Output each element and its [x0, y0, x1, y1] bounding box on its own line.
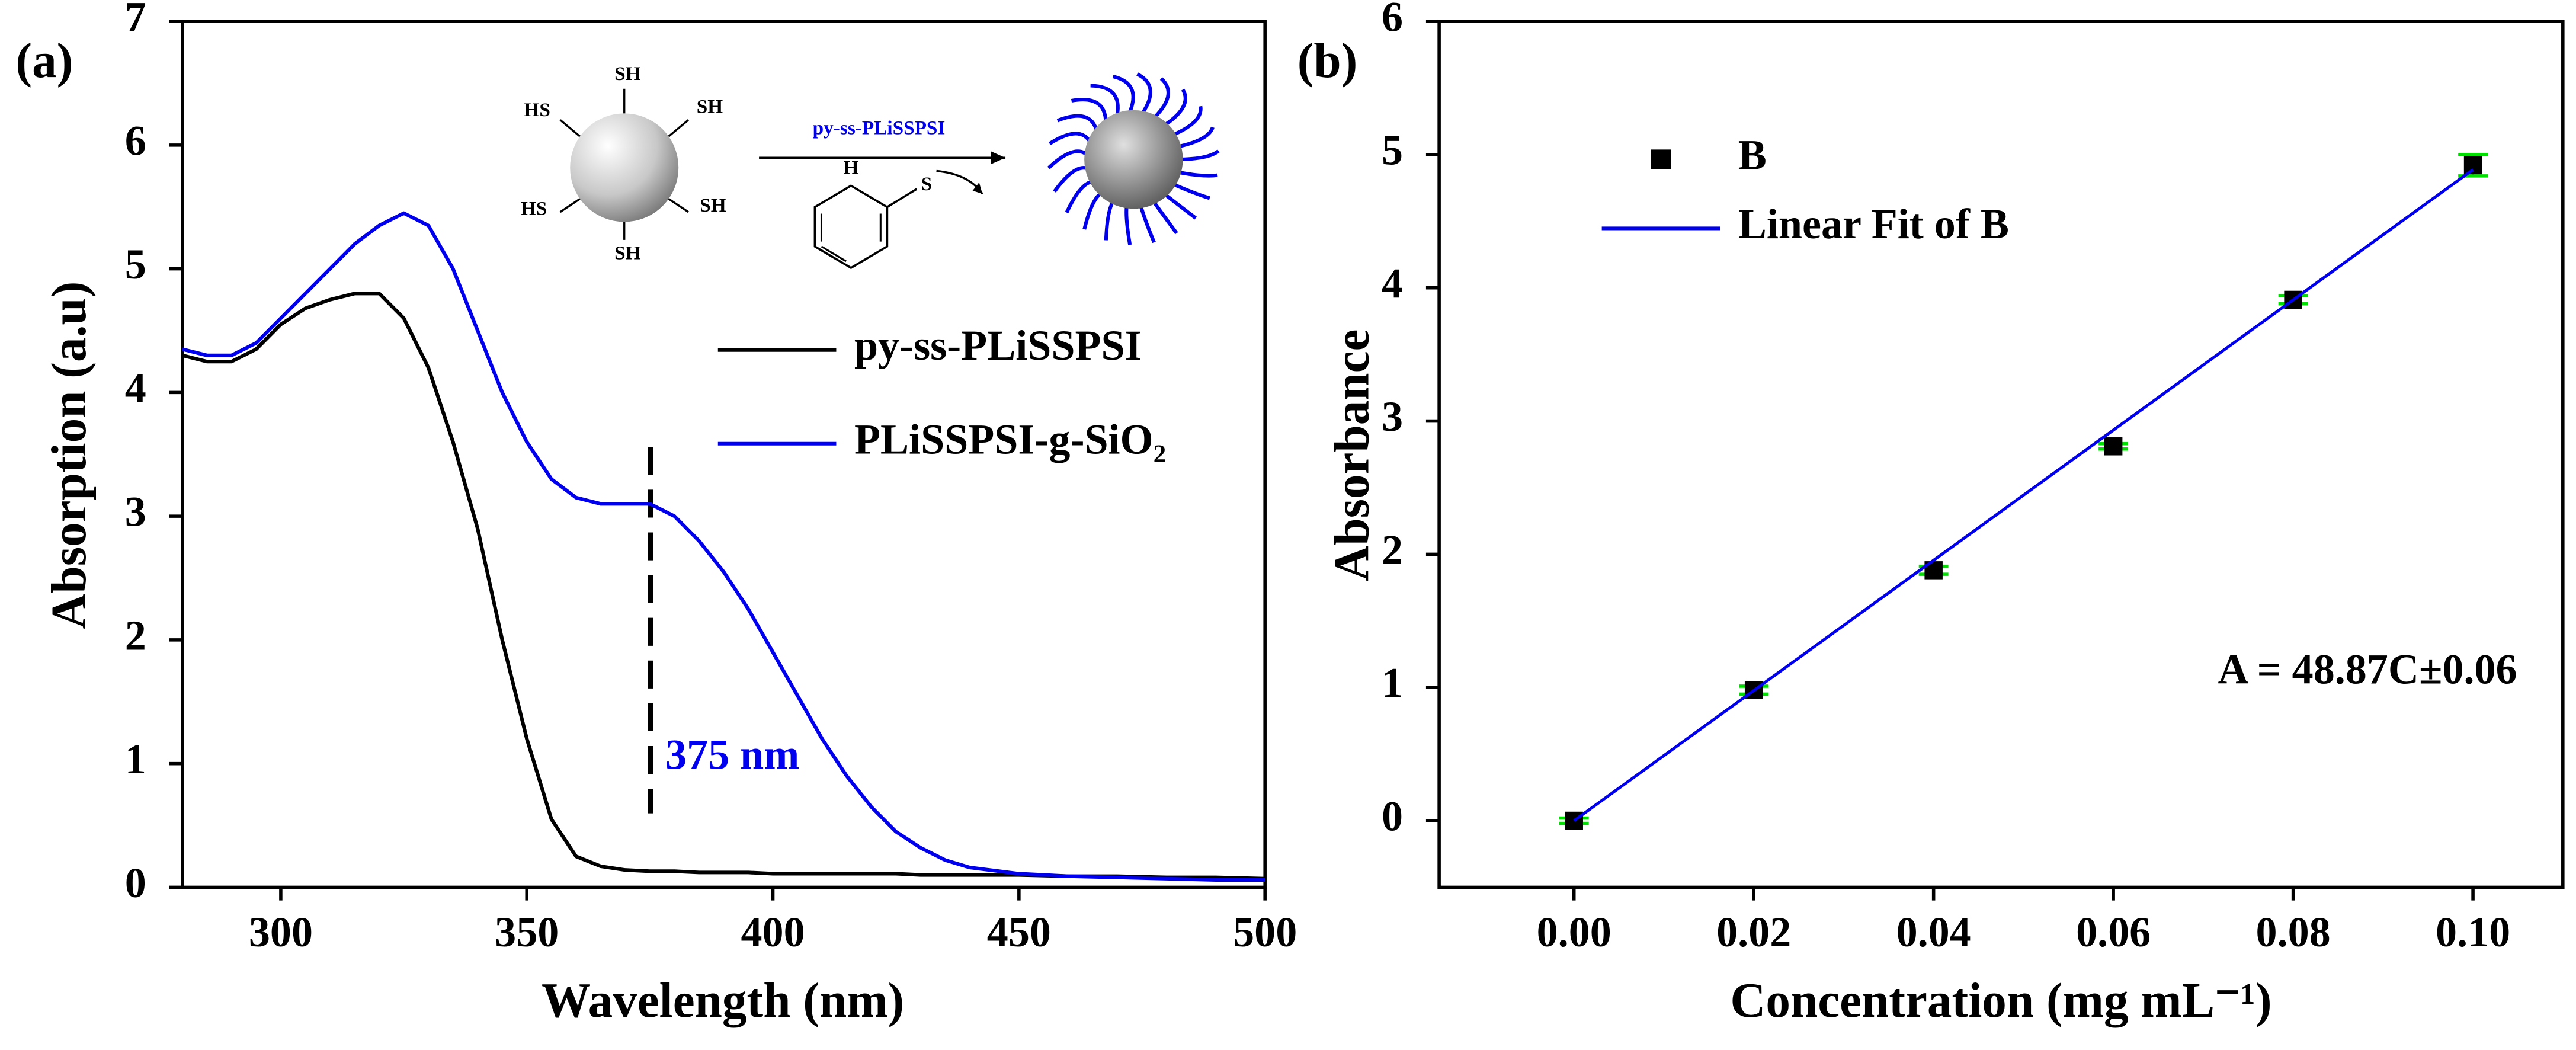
- data-point: [2463, 156, 2482, 175]
- y-tick-label: 6: [1382, 0, 1403, 41]
- data-line: [182, 292, 1265, 881]
- data-line: [182, 211, 1265, 882]
- grafted-sphere: [1084, 110, 1183, 209]
- plot-frame: [1437, 20, 2565, 889]
- brush: [1150, 77, 1171, 122]
- y-tick-label: 1: [1382, 660, 1403, 707]
- thiol-label: SH: [697, 96, 723, 118]
- legend-label: B: [1738, 132, 1767, 179]
- thiol-label: SH: [614, 242, 641, 264]
- y-axis-label: Absorbance: [1325, 329, 1379, 581]
- panel-label: (b): [1297, 33, 1358, 88]
- legend-label: py-ss-PLiSSPSI: [854, 322, 1142, 369]
- x-tick-label: 0.06: [2076, 908, 2151, 956]
- x-tick-label: 0.10: [2436, 908, 2510, 956]
- x-tick-label: 0.02: [1716, 908, 1791, 956]
- x-tick-label: 350: [495, 908, 559, 956]
- inset-scheme: SH HS SH HS SH SH py-ss-PLiSSPSI H S: [521, 63, 1220, 270]
- thiol-bonds: [559, 88, 689, 240]
- thiol-label: HS: [524, 99, 550, 121]
- arrow-head: [991, 151, 1006, 165]
- thiol-label: SH: [700, 194, 726, 216]
- legend-label: PLiSSPSI-g-SiO₂: [854, 415, 1166, 463]
- x-tick-label: 0.04: [1896, 908, 1971, 956]
- y-tick-label: 0: [1382, 793, 1403, 840]
- ring-label: H: [843, 156, 858, 178]
- x-tick-label: 500: [1233, 908, 1297, 956]
- x-axis-label: Concentration (mg mL⁻¹): [1730, 973, 2271, 1027]
- y-tick-label: 6: [125, 117, 146, 164]
- y-tick-label: 7: [125, 0, 146, 41]
- ring-label: S: [921, 173, 933, 195]
- y-tick-label: 2: [125, 612, 146, 659]
- reagent-label: py-ss-PLiSSPSI: [813, 117, 946, 139]
- panel-label: (a): [15, 33, 73, 88]
- x-tick-label: 0.08: [2256, 908, 2331, 956]
- y-tick-label: 4: [125, 364, 146, 412]
- annotation: 375 nm: [665, 731, 799, 779]
- x-tick-label: 300: [249, 908, 313, 956]
- x-axis-label: Wavelength (nm): [542, 973, 904, 1027]
- x-tick-label: 0.00: [1537, 908, 1611, 956]
- y-tick-label: 3: [1382, 393, 1403, 440]
- y-axis-label: Absorption (a.u): [41, 281, 96, 629]
- brush: [1160, 88, 1187, 129]
- ring-double-bonds: [820, 213, 882, 262]
- y-tick-label: 5: [125, 241, 146, 288]
- y-tick-label: 4: [1382, 260, 1403, 307]
- y-tick-label: 2: [1382, 526, 1403, 574]
- annotation: A = 48.87C±0.06: [2218, 645, 2517, 693]
- y-tick-label: 3: [125, 488, 146, 536]
- x-tick-label: 400: [741, 908, 805, 956]
- y-tick-label: 1: [125, 735, 146, 783]
- silica-sphere: [570, 113, 679, 222]
- y-tick-label: 5: [1382, 126, 1403, 174]
- legend-label: Linear Fit of B: [1738, 200, 2009, 248]
- thiol-label: SH: [614, 63, 641, 85]
- thiol-label: HS: [521, 198, 547, 220]
- thione-bond: [886, 188, 918, 208]
- plot-frame: [181, 20, 1267, 889]
- x-tick-label: 450: [987, 908, 1051, 956]
- legend-swatch: [1651, 149, 1671, 169]
- data-point: [2104, 437, 2123, 456]
- y-tick-label: 0: [125, 859, 146, 907]
- brush: [1168, 105, 1203, 138]
- data-line: [1573, 168, 2474, 822]
